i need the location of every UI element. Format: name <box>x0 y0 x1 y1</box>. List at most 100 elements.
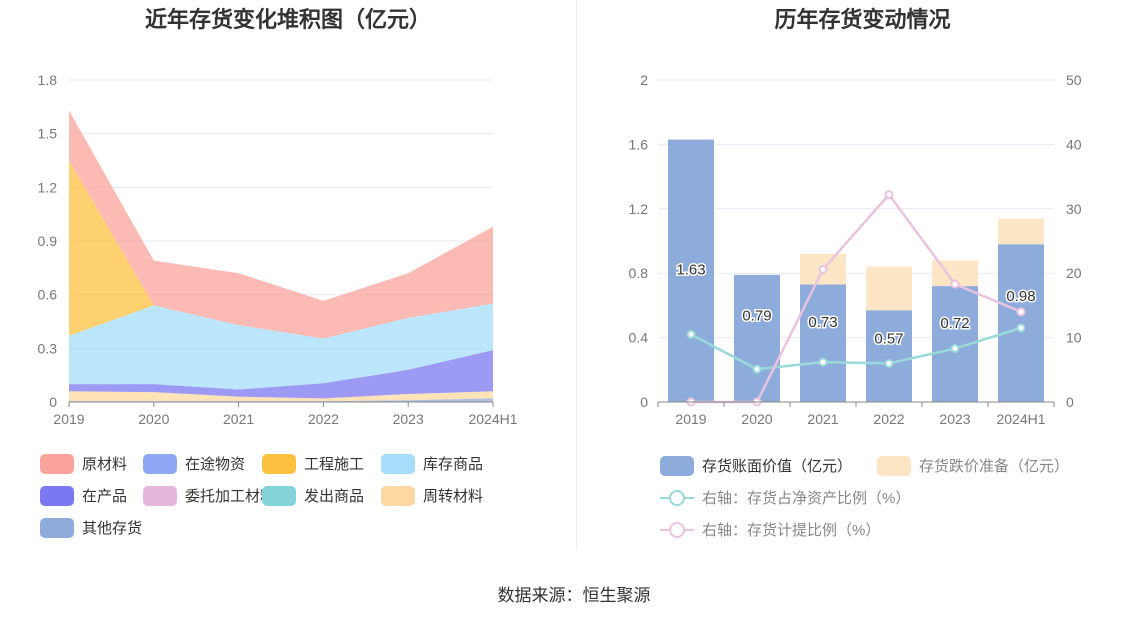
legend-label: 库存商品 <box>423 456 484 473</box>
area-库存商品 <box>69 303 493 390</box>
y-right-tick-label-3: 30 <box>1066 201 1082 217</box>
legend-swatch <box>381 485 415 506</box>
x-tick-label-4: 2023 <box>939 411 970 427</box>
x-tick-label-1: 2020 <box>741 411 772 427</box>
y-tick-label-3: 0.9 <box>38 233 58 249</box>
right-chart-panel: 历年存货变动情况 0 0.4 0.8 1.2 1.6 2 0 10 20 30 40 50 1.63 0.… <box>577 0 1148 555</box>
legend-item-其他存货[interactable]: 其他存货 <box>40 517 142 538</box>
legend-label: 右轴：存货占净资产比例（%） <box>702 490 911 507</box>
x-tick-label-0: 2019 <box>675 411 706 427</box>
left-chart-panel: 近年存货变化堆积图（亿元） 0 0.3 0.6 0.9 1.2 1.5 1.8 2019 202… <box>0 0 576 555</box>
y-tick-label-0: 0 <box>49 394 57 410</box>
legend-label: 周转材料 <box>423 488 484 505</box>
x-tick-label-3: 2022 <box>873 411 904 427</box>
legend-item-在产品[interactable]: 在产品 <box>40 485 127 506</box>
legend-swatch <box>262 485 296 506</box>
legend-label: 右轴：存货计提比例（%） <box>702 522 881 539</box>
x-tick-label-2: 2021 <box>807 411 838 427</box>
legend-item-发出商品[interactable]: 发出商品 <box>262 485 364 506</box>
y-right-tick-label-2: 20 <box>1066 265 1082 281</box>
bar-存货账面价值（亿元）-2019 <box>668 139 714 402</box>
line-point-1-5 <box>1016 307 1026 317</box>
x-tick-label-2: 2021 <box>223 411 254 427</box>
legend-label: 原材料 <box>82 456 128 473</box>
area-周转材料 <box>69 391 493 402</box>
bar-存货账面价值（亿元）-2021 <box>800 284 846 402</box>
legend-label: 在产品 <box>82 488 128 505</box>
y-right-tick-label-0: 0 <box>1066 394 1074 410</box>
data-source-note: 数据来源：恒生聚源 <box>497 586 651 605</box>
legend-item-存货跌价准备（亿元）[interactable]: 存货跌价准备（亿元） <box>877 455 1069 476</box>
line-point-1-3 <box>884 190 894 200</box>
x-tick-label-5: 2024H1 <box>468 411 517 427</box>
y-left-tick-label-4: 1.6 <box>629 136 649 152</box>
right-chart-title: 历年存货变动情况 <box>774 7 951 32</box>
bar-data-label-0: 1.63 <box>676 262 705 279</box>
bar-存货账面价值（亿元）-2024H1 <box>998 244 1044 402</box>
legend-item-存货账面价值（亿元）[interactable]: 存货账面价值（亿元） <box>660 455 852 476</box>
bar-data-label-4: 0.72 <box>940 315 969 332</box>
left-chart-title: 近年存货变化堆积图（亿元） <box>144 7 431 32</box>
legend-swatch <box>660 455 694 476</box>
bar-存货账面价值（亿元）-2020 <box>734 274 780 402</box>
y-left-tick-label-1: 0.4 <box>629 330 649 346</box>
area-在产品 <box>69 350 493 399</box>
y-left-tick-label-5: 2 <box>640 72 648 88</box>
y-tick-label-5: 1.5 <box>38 126 58 142</box>
line-point-1-4 <box>950 279 960 289</box>
legend-item-右轴：存货计提比例（%）[interactable]: 右轴：存货计提比例（%） <box>660 519 880 540</box>
legend-label: 发出商品 <box>304 488 365 505</box>
x-tick-label-3: 2022 <box>308 411 339 427</box>
legend-swatch <box>877 455 911 476</box>
line-point-0-1 <box>752 364 762 374</box>
line-point-0-2 <box>818 357 828 367</box>
y-right-tick-label-5: 50 <box>1066 72 1082 88</box>
legend-swatch <box>660 520 694 540</box>
bar-存货账面价值（亿元）-2022 <box>866 310 912 402</box>
legend-swatch <box>262 453 296 474</box>
x-tick-label-1: 2020 <box>138 411 169 427</box>
y-tick-label-4: 1.2 <box>38 179 58 195</box>
area-原材料 <box>69 110 493 339</box>
bar-存货跌价准备（亿元）-2022 <box>866 266 912 311</box>
legend-item-库存商品[interactable]: 库存商品 <box>381 453 483 474</box>
bar-data-label-1: 0.79 <box>742 308 771 325</box>
legend-item-委托加工材料[interactable]: 委托加工材料 <box>143 485 275 506</box>
legend-swatch <box>660 488 694 508</box>
line-point-0-0 <box>686 329 696 339</box>
legend-item-在途物资[interactable]: 在途物资 <box>143 453 245 474</box>
bar-data-label-3: 0.57 <box>874 330 903 347</box>
bar-data-label-5: 0.98 <box>1006 288 1035 305</box>
legend-swatch <box>381 453 415 474</box>
legend-item-周转材料[interactable]: 周转材料 <box>381 485 483 506</box>
legend-swatch <box>40 517 74 538</box>
legend-swatch <box>143 485 177 506</box>
legend-swatch <box>143 453 177 474</box>
line-右轴：存货占净资产比例（%） <box>690 326 1022 371</box>
line-point-1-2 <box>818 264 828 274</box>
legend-swatch <box>40 453 74 474</box>
legend-item-工程施工[interactable]: 工程施工 <box>262 453 364 474</box>
y-left-tick-label-3: 1.2 <box>629 201 649 217</box>
line-point-0-5 <box>1016 323 1026 333</box>
panel-divider <box>576 0 577 550</box>
line-point-0-3 <box>884 358 894 368</box>
legend-label: 工程施工 <box>304 456 365 473</box>
y-left-tick-label-0: 0 <box>640 394 648 410</box>
x-tick-label-4: 2023 <box>393 411 424 427</box>
y-tick-label-6: 1.8 <box>38 72 58 88</box>
legend-label: 其他存货 <box>82 520 143 537</box>
legend-label: 存货账面价值（亿元） <box>702 458 853 475</box>
stacked-area-chart: 0 0.3 0.6 0.9 1.2 1.5 1.8 2019 2020 2021 2022 2023 2… <box>38 72 518 427</box>
line-point-0-4 <box>950 344 960 354</box>
y-right-tick-label-4: 40 <box>1066 136 1082 152</box>
legend-swatch <box>40 485 74 506</box>
legend-label: 委托加工材料 <box>185 488 276 505</box>
legend-item-右轴：存货占净资产比例（%）[interactable]: 右轴：存货占净资产比例（%） <box>660 487 910 508</box>
x-tick-label-5: 2024H1 <box>996 411 1045 427</box>
bar-存货跌价准备（亿元）-2024H1 <box>998 218 1044 245</box>
legend-label: 存货跌价准备（亿元） <box>919 458 1070 475</box>
legend-label: 在途物资 <box>185 456 246 473</box>
legend-item-原材料[interactable]: 原材料 <box>40 453 127 474</box>
